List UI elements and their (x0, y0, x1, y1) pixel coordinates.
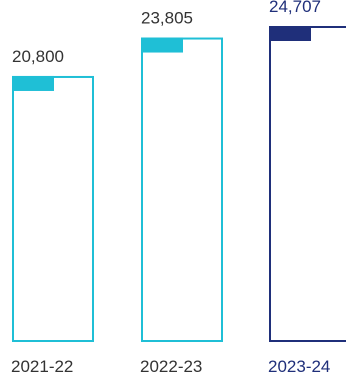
bar-2021-22 (12, 75, 94, 343)
x-tick-label: 2023-24 (268, 357, 330, 376)
data-label: 24,707 (269, 0, 321, 16)
bar-accent-2023-24 (269, 26, 311, 41)
bar-group-2021-22: 20,800 2021-22 (11, 47, 94, 376)
bar-group-2023-24: 24,707 2023-24 (268, 0, 346, 376)
x-tick-label: 2022-23 (140, 357, 202, 376)
bar-accent-2022-23 (141, 37, 183, 53)
data-label: 23,805 (141, 9, 193, 28)
bar-2022-23 (141, 37, 223, 342)
data-label: 20,800 (12, 47, 64, 66)
bar-group-2022-23: 23,805 2022-23 (140, 9, 223, 376)
x-tick-label: 2021-22 (11, 357, 73, 376)
bar-accent-2021-22 (12, 75, 54, 91)
bar-2023-24 (269, 26, 346, 342)
